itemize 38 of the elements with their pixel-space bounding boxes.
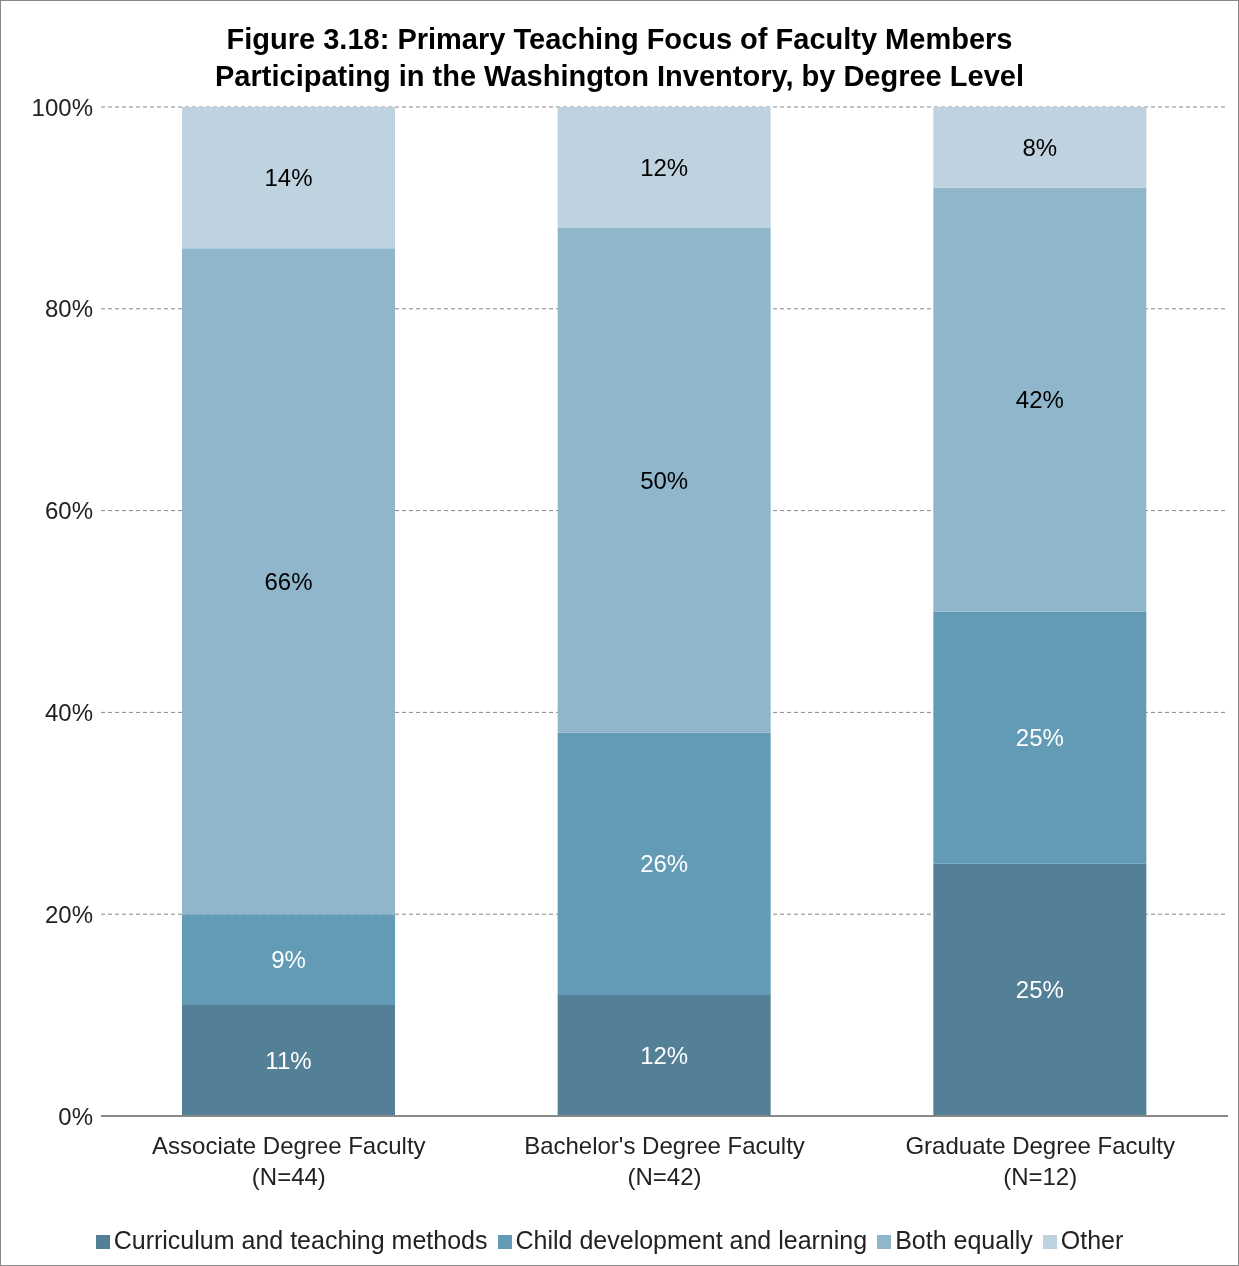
data-label: 11% <box>265 1047 312 1075</box>
bar <box>182 914 395 1006</box>
bar <box>933 863 1147 1116</box>
data-label: 9% <box>271 946 306 974</box>
legend-label: Curriculum and teaching methods <box>113 1226 488 1254</box>
bar <box>933 611 1147 864</box>
y-tick-label: 40% <box>44 698 93 726</box>
y-tick-label: 80% <box>44 295 93 323</box>
bar <box>933 107 1147 188</box>
data-label: 12% <box>640 1041 689 1069</box>
data-label: 25% <box>1015 976 1064 1004</box>
data-label: 14% <box>264 164 313 192</box>
y-tick-label: 0% <box>58 1102 93 1130</box>
legend-label: Other <box>1060 1226 1124 1254</box>
x-tick-label: Graduate Degree Faculty (N=12) <box>905 1132 1175 1190</box>
data-label: 50% <box>640 466 689 494</box>
y-tick-label: 100% <box>31 93 93 121</box>
bar <box>557 994 771 1116</box>
bar <box>182 1005 395 1116</box>
y-tick-label: 20% <box>44 900 93 928</box>
bar <box>933 187 1147 612</box>
bar <box>182 107 395 249</box>
chart-title: Figure 3.18: Primary Teaching Focus of Faculty Members Participating in the Washington Inventory, by Degree Level <box>214 22 1025 94</box>
bar <box>557 228 771 733</box>
legend-label: Child development and learning <box>515 1226 868 1254</box>
data-label: 26% <box>640 850 689 878</box>
x-tick-label: Associate Degree Faculty (N=44) <box>152 1132 426 1190</box>
y-tick-label: 60% <box>44 497 93 525</box>
bar <box>182 248 395 915</box>
bar <box>557 732 771 995</box>
bar <box>557 107 771 229</box>
data-label: 66% <box>264 567 313 595</box>
legend-label: Both equally <box>895 1226 1033 1254</box>
data-label: 25% <box>1015 724 1064 752</box>
data-label: 12% <box>640 154 689 182</box>
x-tick-label: Bachelor's Degree Faculty (N=42) <box>524 1132 805 1190</box>
data-label: 8% <box>1022 133 1058 161</box>
data-label: 42% <box>1015 386 1064 414</box>
